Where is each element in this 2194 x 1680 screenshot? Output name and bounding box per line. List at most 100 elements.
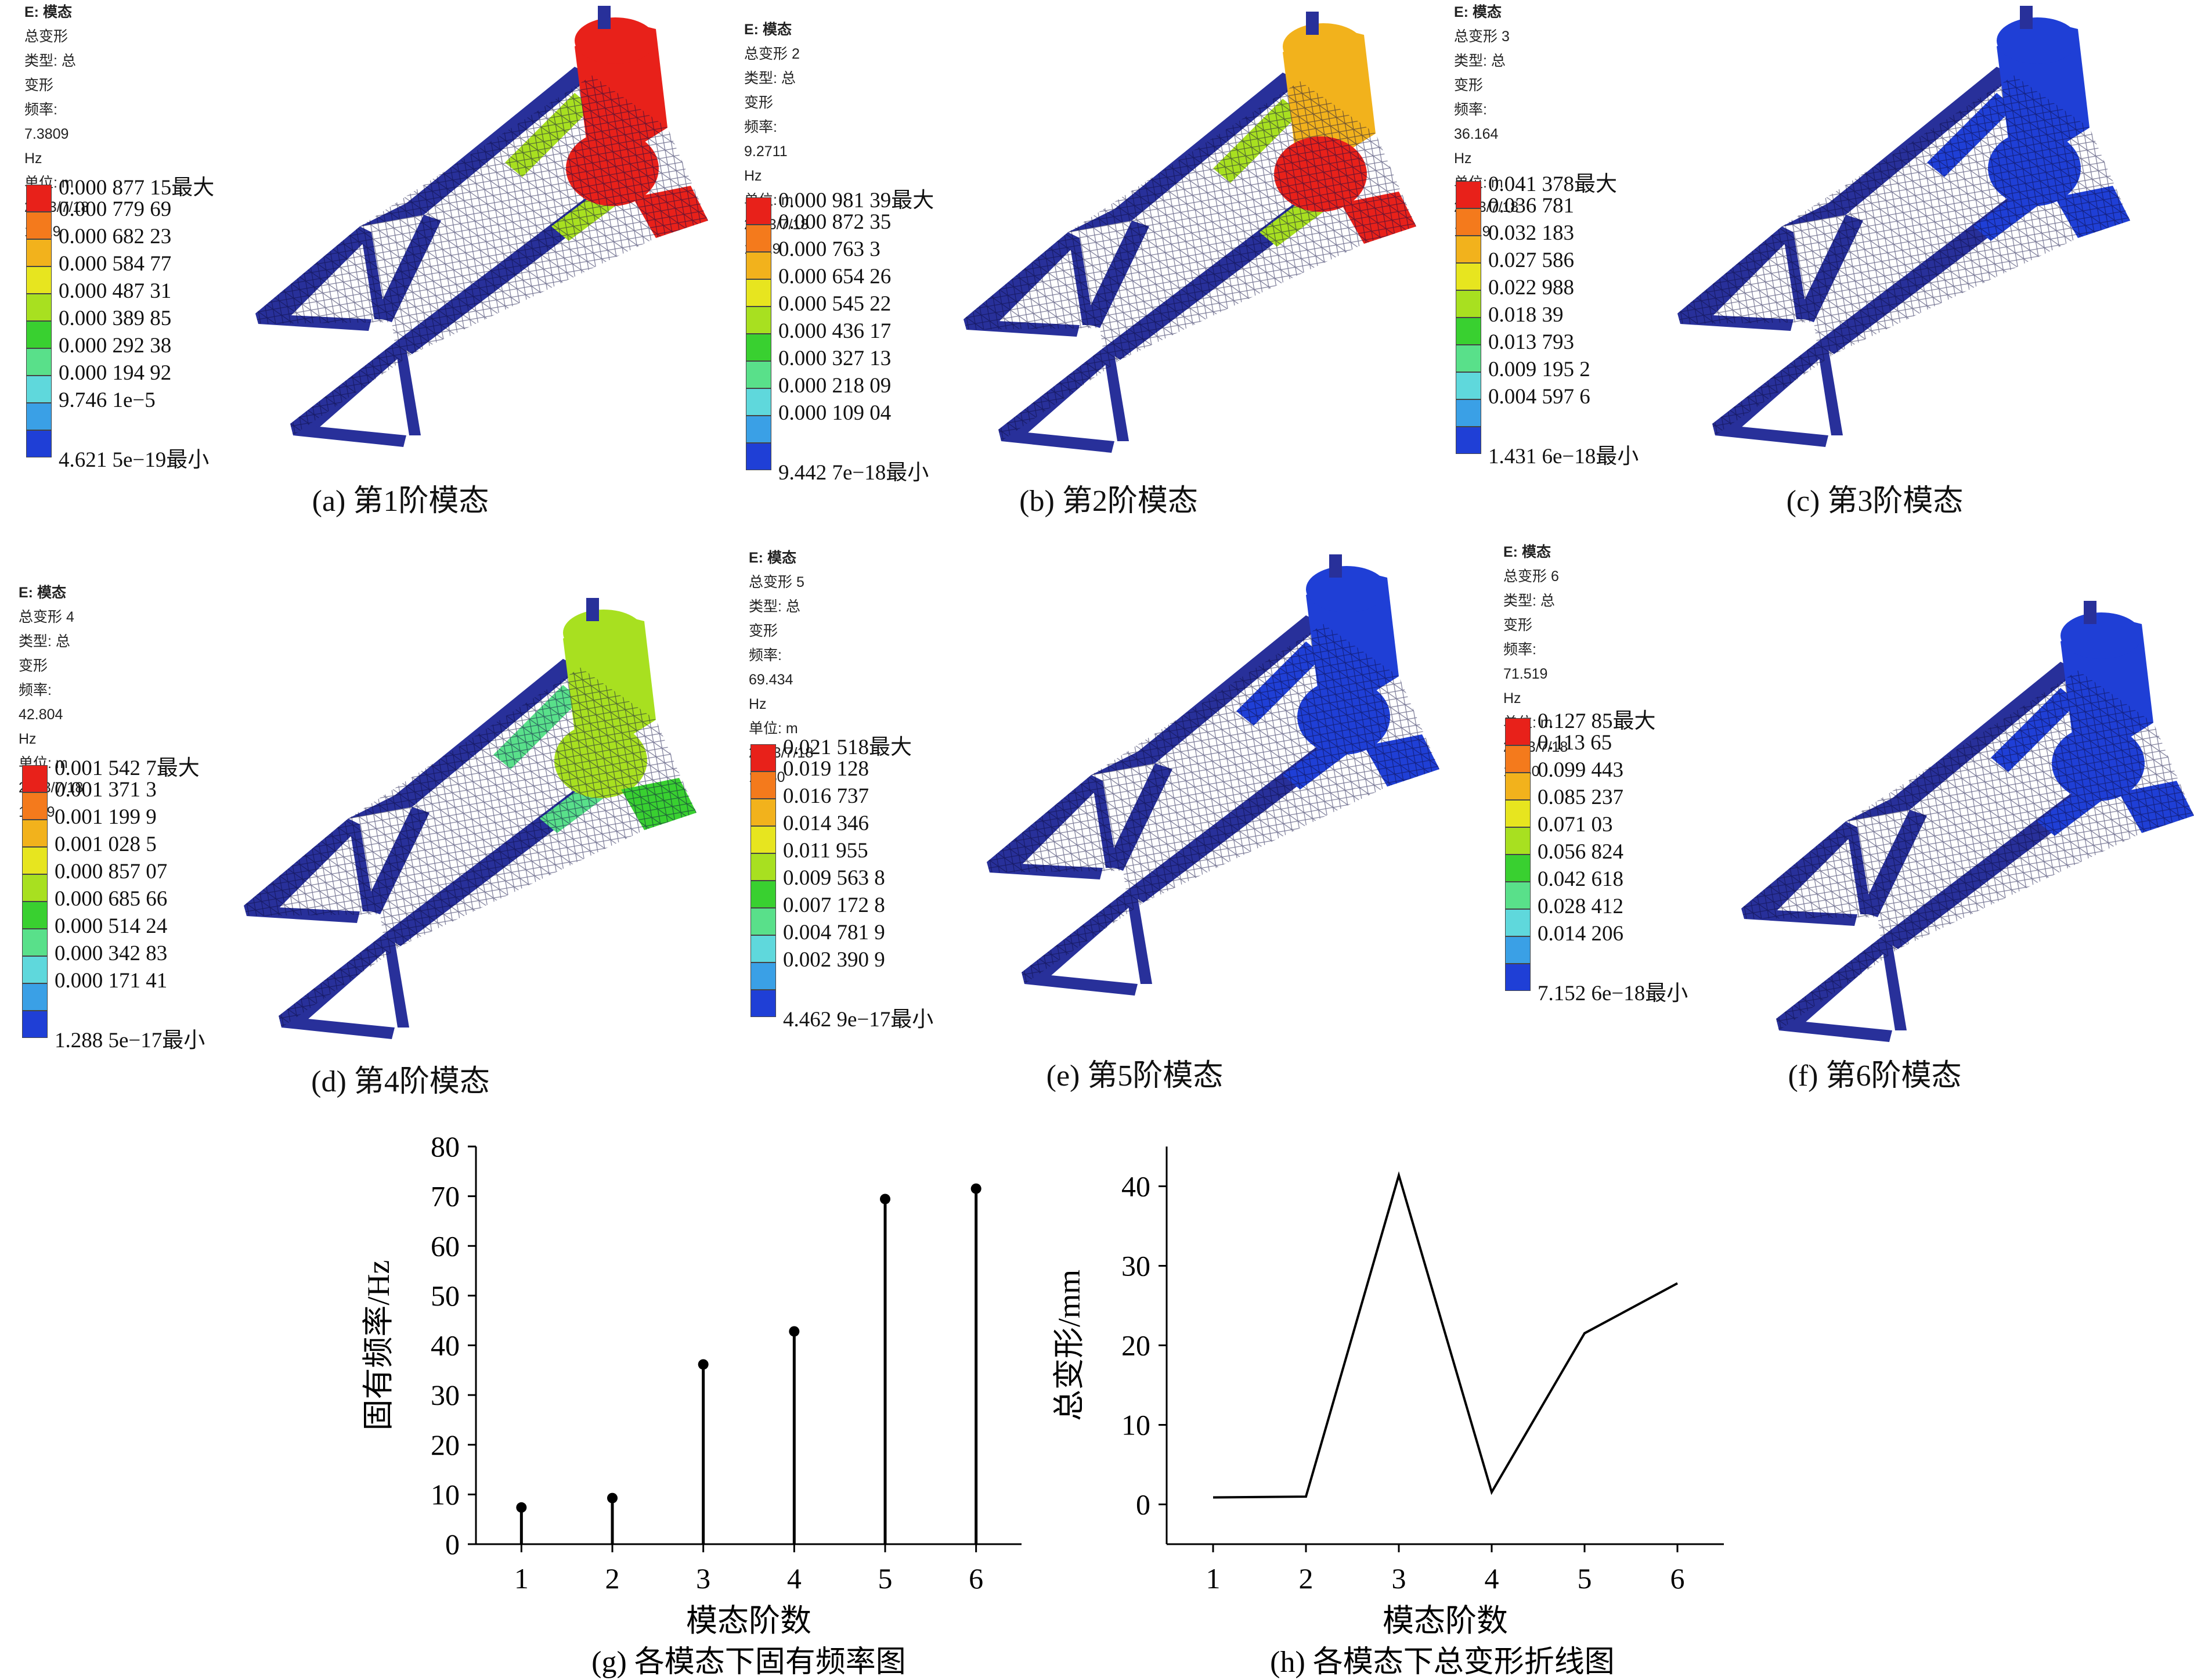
legend-value: 0.000 514 24 [55, 914, 168, 938]
legend-value: 0.000 682 23 [59, 225, 172, 248]
legend-swatch [746, 197, 771, 225]
legend-swatch [750, 908, 776, 935]
legend-value: 0.009 563 8 [783, 866, 885, 890]
result-name: 总变形 4 [19, 609, 74, 625]
legend-value: 0.000 327 13 [778, 347, 892, 370]
x-tick-label: 5 [878, 1562, 893, 1595]
legend-value: 0.018 39 [1488, 303, 1564, 327]
legend-swatch [750, 962, 776, 990]
legend-value: 0.028 412 [1538, 895, 1623, 918]
legend-swatch [1456, 208, 1481, 236]
fea-model-image [1735, 601, 2194, 1065]
analysis-header: E: 模态 [749, 550, 796, 566]
subfigure-caption: (b) 第2阶模态 [1019, 485, 1198, 518]
legend-swatch [1505, 745, 1531, 773]
legend-swatch [26, 212, 52, 239]
legend-value: 0.000 981 39最大 [778, 189, 934, 212]
legend-swatch [750, 771, 776, 799]
legend-swatch [746, 252, 771, 279]
legend-value: 0.099 443 [1538, 758, 1623, 782]
legend-swatch [746, 388, 771, 416]
stem-marker [970, 1183, 981, 1194]
fea-model-image [250, 6, 714, 470]
legend-swatch [1505, 882, 1531, 909]
result-name: 总变形 [24, 28, 68, 45]
legend-swatch [22, 847, 48, 874]
fea-model-image [958, 12, 1422, 476]
legend-swatch [26, 239, 52, 266]
y-tick-label: 40 [1121, 1170, 1150, 1203]
legend-swatch [22, 983, 48, 1011]
legend-swatch [22, 765, 48, 792]
y-tick-label: 10 [431, 1478, 460, 1510]
legend-swatch [746, 361, 771, 388]
result-frequency: 频率: 36.164 Hz [1454, 102, 1499, 167]
legend-swatch [1456, 236, 1481, 263]
fea-model-image [1672, 6, 2136, 470]
analysis-header: E: 模态 [1503, 544, 1551, 560]
fea-model-image [238, 598, 702, 1062]
y-tick-label: 20 [431, 1429, 460, 1461]
legend-swatch [22, 1011, 48, 1038]
legend-swatch [26, 266, 52, 294]
legend-value: 0.113 65 [1538, 731, 1612, 755]
x-tick-label: 2 [605, 1562, 620, 1595]
legend-swatch [750, 799, 776, 826]
result-frequency: 频率: 7.3809 Hz [24, 102, 69, 167]
legend-swatch [1505, 964, 1531, 991]
legend-value: 7.152 6e−18最小 [1538, 982, 1688, 1005]
legend-value: 0.000 545 22 [778, 292, 892, 316]
stem-marker [789, 1326, 800, 1337]
legend-swatch [750, 853, 776, 881]
legend-value: 0.001 199 9 [55, 805, 157, 829]
x-tick-label: 5 [1578, 1562, 1592, 1595]
x-axis-label: 模态阶数 [686, 1603, 811, 1638]
legend-swatch [1456, 318, 1481, 345]
legend-value: 0.016 737 [783, 784, 869, 808]
legend-swatch [750, 826, 776, 853]
legend-swatch [26, 348, 52, 376]
result-type: 类型: 总变形 [749, 599, 800, 639]
legend-value: 0.007 172 8 [783, 893, 885, 917]
legend-value: 0.000 763 3 [778, 237, 881, 261]
legend-swatch [746, 334, 771, 361]
result-frequency: 频率: 9.2711 Hz [744, 119, 788, 184]
legend-swatch [750, 881, 776, 908]
legend-swatch [26, 185, 52, 212]
x-tick-label: 2 [1299, 1562, 1313, 1595]
legend-value: 0.000 218 09 [778, 374, 892, 398]
legend-swatch [22, 792, 48, 820]
y-tick-label: 0 [445, 1528, 460, 1560]
series-line [1213, 1171, 1678, 1499]
analysis-header: E: 模态 [24, 4, 72, 20]
y-tick-label: 70 [431, 1180, 460, 1213]
legend-swatch [26, 430, 52, 457]
fea-model-image [981, 554, 1445, 1019]
result-name: 总变形 3 [1454, 28, 1510, 45]
x-tick-label: 4 [787, 1562, 802, 1595]
legend-value: 0.000 877 15最大 [59, 176, 215, 200]
analysis-header: E: 模态 [1454, 4, 1502, 20]
legend-swatch [1505, 718, 1531, 745]
legend-value: 0.000 292 38 [59, 334, 172, 358]
legend-value: 0.000 685 66 [55, 887, 168, 911]
legend-value: 0.041 378最大 [1488, 172, 1617, 196]
legend-value: 0.002 390 9 [783, 948, 885, 972]
stem-marker [607, 1492, 618, 1504]
legend-swatch [746, 307, 771, 334]
legend-swatch [1505, 909, 1531, 936]
legend-value: 0.000 654 26 [778, 265, 892, 289]
chart-caption: (g) 各模态下固有频率图 [591, 1646, 906, 1679]
legend-value: 0.000 109 04 [778, 401, 892, 425]
legend-swatch [1456, 345, 1481, 372]
legend-swatch [22, 929, 48, 956]
legend-value: 0.014 206 [1538, 922, 1623, 946]
subfigure-caption: (d) 第4阶模态 [311, 1065, 490, 1098]
legend-value: 0.000 487 31 [59, 279, 172, 303]
y-tick-label: 10 [1121, 1409, 1150, 1441]
subfigure-caption: (e) 第5阶模态 [1046, 1059, 1224, 1093]
legend-value: 0.000 171 41 [55, 969, 168, 993]
legend-swatch [22, 820, 48, 847]
legend-swatch [1456, 427, 1481, 454]
